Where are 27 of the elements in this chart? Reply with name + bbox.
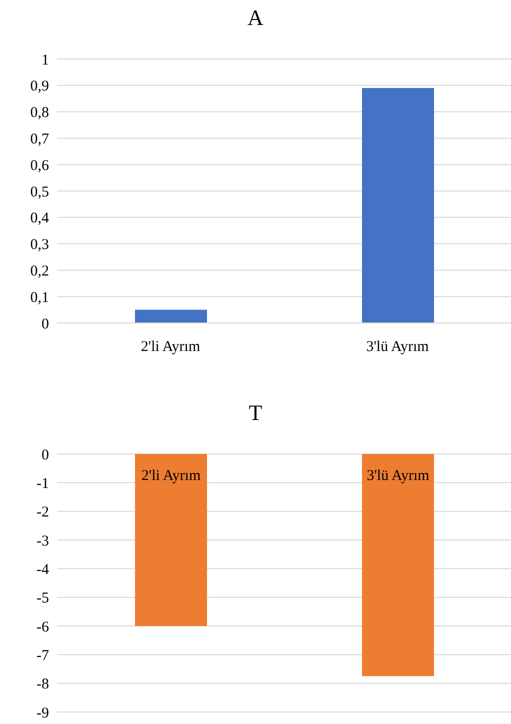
y-tick-label: 0,4 [30,210,50,227]
y-tick-label: 0 [42,447,49,464]
y-tick-label: 1 [42,52,49,68]
x-tick-label: 3'lü Ayrım [366,339,430,355]
y-tick-label: -8 [36,676,49,693]
y-tick-label: -6 [36,619,50,636]
y-tick-label: 0,3 [30,237,49,254]
y-tick-label: 0,1 [30,290,49,306]
y-tick-label: -2 [36,504,49,521]
y-tick-label: 0,8 [30,105,49,122]
y-tick-label: 0,5 [30,184,49,200]
x-tick-label: 2'li Ayrım [140,339,200,355]
x-tick-label: 2'li Ayrım [141,468,201,484]
chart-title: A [246,4,264,32]
y-tick-label: 0,9 [30,78,49,95]
y-tick-label: -9 [36,705,49,722]
y-tick-label: 0,2 [30,264,49,280]
y-tick-label: -5 [36,590,49,607]
y-tick-label: -4 [36,562,50,578]
y-tick-label: -3 [36,533,49,550]
y-tick-label: 0 [42,316,49,332]
y-tick-label: 0,7 [30,132,50,148]
y-tick-label: -7 [36,648,50,664]
y-tick-label: -1 [36,476,49,492]
chart-title: T [248,399,264,427]
x-tick-label: 3'lü Ayrım [366,468,430,484]
y-tick-label: 0,6 [30,158,50,174]
